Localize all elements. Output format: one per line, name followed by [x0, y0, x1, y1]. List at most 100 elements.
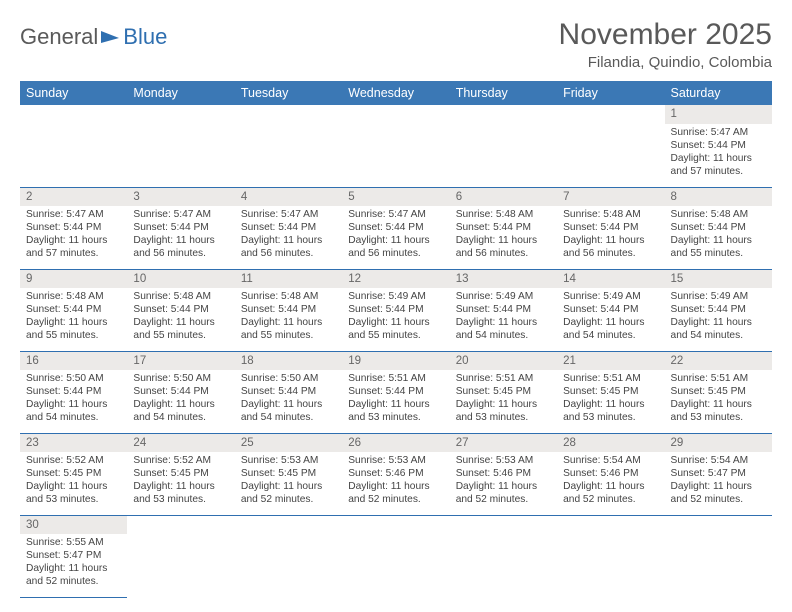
sunset-text: Sunset: 5:44 PM	[26, 385, 121, 398]
sunrise-text: Sunrise: 5:47 AM	[133, 208, 228, 221]
day-details: Sunrise: 5:48 AMSunset: 5:44 PMDaylight:…	[127, 288, 234, 345]
calendar-day-cell: 20Sunrise: 5:51 AMSunset: 5:45 PMDayligh…	[450, 351, 557, 433]
title-block: November 2025 Filandia, Quindio, Colombi…	[559, 18, 772, 71]
sunset-text: Sunset: 5:47 PM	[671, 467, 766, 480]
calendar-day-cell: 18Sunrise: 5:50 AMSunset: 5:44 PMDayligh…	[235, 351, 342, 433]
sunrise-text: Sunrise: 5:51 AM	[671, 372, 766, 385]
day-number: 20	[450, 352, 557, 371]
calendar-day-cell: 29Sunrise: 5:54 AMSunset: 5:47 PMDayligh…	[665, 433, 772, 515]
sunrise-text: Sunrise: 5:51 AM	[563, 372, 658, 385]
sunrise-text: Sunrise: 5:47 AM	[348, 208, 443, 221]
sunrise-text: Sunrise: 5:50 AM	[133, 372, 228, 385]
sunset-text: Sunset: 5:44 PM	[241, 221, 336, 234]
day-details: Sunrise: 5:51 AMSunset: 5:45 PMDaylight:…	[665, 370, 772, 427]
day-details: Sunrise: 5:47 AMSunset: 5:44 PMDaylight:…	[235, 206, 342, 263]
sunrise-text: Sunrise: 5:53 AM	[241, 454, 336, 467]
calendar-day-cell	[665, 515, 772, 597]
logo-flag-icon	[101, 29, 121, 45]
sunset-text: Sunset: 5:45 PM	[133, 467, 228, 480]
calendar-day-cell	[235, 515, 342, 597]
sunrise-text: Sunrise: 5:47 AM	[241, 208, 336, 221]
daylight-text: Daylight: 11 hours and 55 minutes.	[348, 316, 443, 342]
day-details: Sunrise: 5:50 AMSunset: 5:44 PMDaylight:…	[235, 370, 342, 427]
sunrise-text: Sunrise: 5:49 AM	[456, 290, 551, 303]
daylight-text: Daylight: 11 hours and 55 minutes.	[133, 316, 228, 342]
sunset-text: Sunset: 5:44 PM	[241, 385, 336, 398]
page-title: November 2025	[559, 18, 772, 52]
sunset-text: Sunset: 5:46 PM	[348, 467, 443, 480]
day-number: 30	[20, 516, 127, 535]
sunrise-text: Sunrise: 5:48 AM	[456, 208, 551, 221]
day-details: Sunrise: 5:47 AMSunset: 5:44 PMDaylight:…	[665, 124, 772, 181]
day-number: 15	[665, 270, 772, 289]
daylight-text: Daylight: 11 hours and 54 minutes.	[241, 398, 336, 424]
day-details: Sunrise: 5:48 AMSunset: 5:44 PMDaylight:…	[235, 288, 342, 345]
day-number: 9	[20, 270, 127, 289]
daylight-text: Daylight: 11 hours and 54 minutes.	[26, 398, 121, 424]
calendar-day-cell: 9Sunrise: 5:48 AMSunset: 5:44 PMDaylight…	[20, 269, 127, 351]
calendar-day-cell: 30Sunrise: 5:55 AMSunset: 5:47 PMDayligh…	[20, 515, 127, 597]
day-details: Sunrise: 5:47 AMSunset: 5:44 PMDaylight:…	[127, 206, 234, 263]
sunset-text: Sunset: 5:44 PM	[563, 303, 658, 316]
sunrise-text: Sunrise: 5:54 AM	[563, 454, 658, 467]
sunrise-text: Sunrise: 5:53 AM	[456, 454, 551, 467]
day-number: 21	[557, 352, 664, 371]
day-number: 18	[235, 352, 342, 371]
sunset-text: Sunset: 5:47 PM	[26, 549, 121, 562]
calendar-day-cell	[20, 105, 127, 187]
day-details: Sunrise: 5:51 AMSunset: 5:45 PMDaylight:…	[450, 370, 557, 427]
sunset-text: Sunset: 5:44 PM	[26, 303, 121, 316]
day-details: Sunrise: 5:49 AMSunset: 5:44 PMDaylight:…	[450, 288, 557, 345]
calendar-day-cell: 5Sunrise: 5:47 AMSunset: 5:44 PMDaylight…	[342, 187, 449, 269]
sunset-text: Sunset: 5:45 PM	[563, 385, 658, 398]
calendar-day-cell: 4Sunrise: 5:47 AMSunset: 5:44 PMDaylight…	[235, 187, 342, 269]
calendar-day-cell: 27Sunrise: 5:53 AMSunset: 5:46 PMDayligh…	[450, 433, 557, 515]
day-number: 19	[342, 352, 449, 371]
weekday-header: Sunday	[20, 81, 127, 105]
calendar-day-cell: 24Sunrise: 5:52 AMSunset: 5:45 PMDayligh…	[127, 433, 234, 515]
daylight-text: Daylight: 11 hours and 54 minutes.	[456, 316, 551, 342]
day-number: 16	[20, 352, 127, 371]
weekday-header-row: Sunday Monday Tuesday Wednesday Thursday…	[20, 81, 772, 105]
sunset-text: Sunset: 5:46 PM	[563, 467, 658, 480]
sunrise-text: Sunrise: 5:48 AM	[563, 208, 658, 221]
day-details: Sunrise: 5:47 AMSunset: 5:44 PMDaylight:…	[20, 206, 127, 263]
daylight-text: Daylight: 11 hours and 52 minutes.	[671, 480, 766, 506]
daylight-text: Daylight: 11 hours and 53 minutes.	[26, 480, 121, 506]
location-subtitle: Filandia, Quindio, Colombia	[559, 54, 772, 71]
logo-text-1: General	[20, 24, 98, 50]
day-number: 27	[450, 434, 557, 453]
day-number: 1	[665, 105, 772, 124]
day-details: Sunrise: 5:53 AMSunset: 5:46 PMDaylight:…	[450, 452, 557, 509]
sunset-text: Sunset: 5:45 PM	[241, 467, 336, 480]
daylight-text: Daylight: 11 hours and 55 minutes.	[671, 234, 766, 260]
day-number: 28	[557, 434, 664, 453]
day-number: 23	[20, 434, 127, 453]
calendar-day-cell	[450, 515, 557, 597]
sunset-text: Sunset: 5:44 PM	[133, 303, 228, 316]
sunrise-text: Sunrise: 5:52 AM	[133, 454, 228, 467]
sunset-text: Sunset: 5:44 PM	[671, 303, 766, 316]
sunrise-text: Sunrise: 5:47 AM	[671, 126, 766, 139]
sunrise-text: Sunrise: 5:49 AM	[348, 290, 443, 303]
sunrise-text: Sunrise: 5:48 AM	[241, 290, 336, 303]
day-details: Sunrise: 5:48 AMSunset: 5:44 PMDaylight:…	[557, 206, 664, 263]
daylight-text: Daylight: 11 hours and 54 minutes.	[671, 316, 766, 342]
sunset-text: Sunset: 5:44 PM	[241, 303, 336, 316]
day-details: Sunrise: 5:47 AMSunset: 5:44 PMDaylight:…	[342, 206, 449, 263]
day-details: Sunrise: 5:48 AMSunset: 5:44 PMDaylight:…	[665, 206, 772, 263]
calendar-day-cell: 22Sunrise: 5:51 AMSunset: 5:45 PMDayligh…	[665, 351, 772, 433]
day-details: Sunrise: 5:48 AMSunset: 5:44 PMDaylight:…	[450, 206, 557, 263]
calendar-day-cell: 1Sunrise: 5:47 AMSunset: 5:44 PMDaylight…	[665, 105, 772, 187]
sunrise-text: Sunrise: 5:48 AM	[671, 208, 766, 221]
calendar-day-cell	[235, 105, 342, 187]
daylight-text: Daylight: 11 hours and 52 minutes.	[563, 480, 658, 506]
daylight-text: Daylight: 11 hours and 53 minutes.	[348, 398, 443, 424]
sunset-text: Sunset: 5:44 PM	[348, 385, 443, 398]
calendar-day-cell: 3Sunrise: 5:47 AMSunset: 5:44 PMDaylight…	[127, 187, 234, 269]
daylight-text: Daylight: 11 hours and 52 minutes.	[241, 480, 336, 506]
daylight-text: Daylight: 11 hours and 56 minutes.	[241, 234, 336, 260]
sunset-text: Sunset: 5:44 PM	[133, 385, 228, 398]
daylight-text: Daylight: 11 hours and 53 minutes.	[133, 480, 228, 506]
daylight-text: Daylight: 11 hours and 56 minutes.	[348, 234, 443, 260]
